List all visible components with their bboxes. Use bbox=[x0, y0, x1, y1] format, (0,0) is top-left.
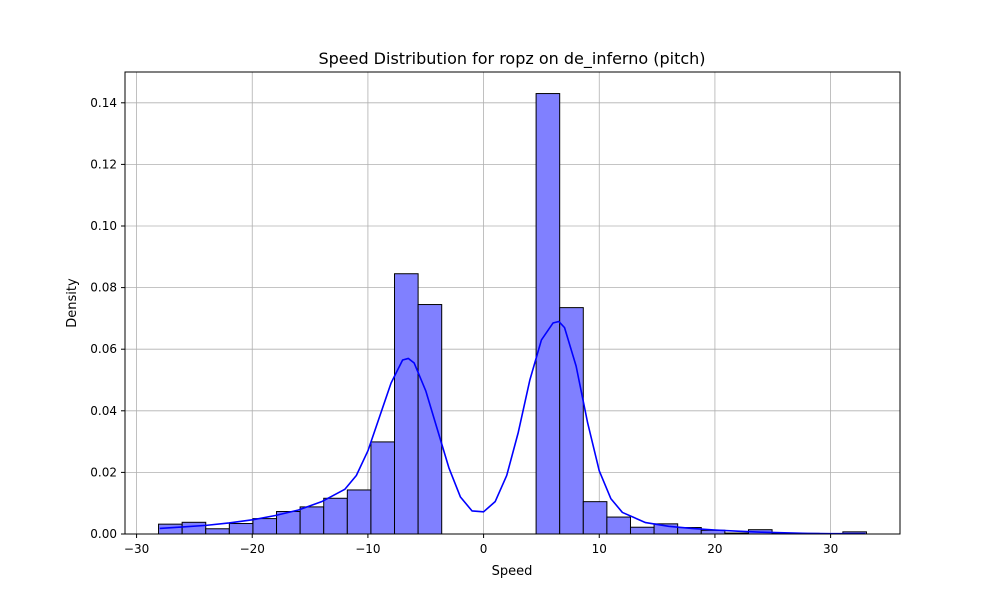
x-tick-label: 0 bbox=[480, 542, 488, 556]
x-tick-label: 10 bbox=[592, 542, 607, 556]
histogram-bar bbox=[181, 521, 207, 535]
histogram-bar bbox=[606, 516, 631, 535]
y-tick-label: 0.14 bbox=[90, 96, 117, 110]
y-tick-label: 0.12 bbox=[90, 157, 117, 171]
histogram-bar bbox=[417, 304, 443, 535]
y-tick-label: 0.10 bbox=[90, 219, 117, 233]
x-tick-label: −20 bbox=[240, 542, 265, 556]
y-tick-label: 0.06 bbox=[90, 342, 117, 356]
histogram-bar bbox=[228, 523, 254, 535]
axes-frame bbox=[124, 71, 901, 535]
y-axis-label: Density bbox=[65, 278, 80, 328]
x-tick-label: −10 bbox=[355, 542, 380, 556]
x-tick-label: 30 bbox=[823, 542, 838, 556]
y-tick-label: 0.00 bbox=[90, 527, 117, 541]
y-tick-label: 0.08 bbox=[90, 281, 117, 295]
plot-area: −30 −20 −10 0 10 20 30 0.00 0.02 0.04 0.06 0.08 0.10… bbox=[90, 71, 901, 556]
chart-title: Speed Distribution for ropz on de_infern… bbox=[318, 49, 705, 69]
histogram-bar bbox=[394, 273, 419, 535]
histogram-bar bbox=[323, 497, 348, 535]
histogram-bar bbox=[535, 93, 561, 535]
histogram-bar bbox=[346, 489, 372, 535]
x-tick-label: 20 bbox=[707, 542, 722, 556]
x-axis-label: Speed bbox=[492, 564, 533, 579]
kde-curve bbox=[159, 320, 866, 535]
histogram-bar bbox=[629, 526, 655, 535]
histogram-bar bbox=[559, 307, 584, 535]
histogram-bar bbox=[370, 441, 396, 535]
histogram-bar bbox=[205, 528, 230, 535]
y-tick-label: 0.02 bbox=[90, 465, 117, 479]
histogram-bar bbox=[299, 506, 325, 535]
x-tick-label: −30 bbox=[124, 542, 149, 556]
histogram-bar bbox=[582, 501, 608, 535]
histogram-bar bbox=[252, 518, 278, 535]
y-tick-label: 0.04 bbox=[90, 404, 117, 418]
